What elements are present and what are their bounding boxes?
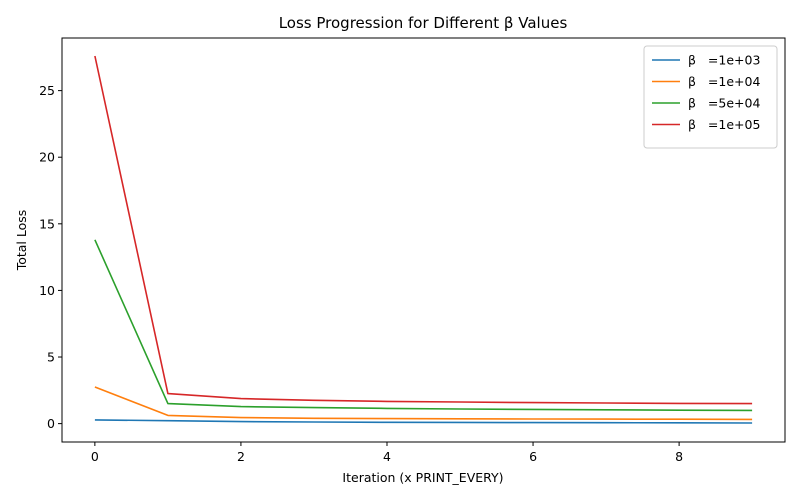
series-line-3 bbox=[94, 55, 753, 405]
x-tick-label-1: 2 bbox=[237, 449, 245, 464]
y-tick-label-3: 15 bbox=[39, 216, 55, 231]
x-axis-label: Iteration (x PRINT_EVERY) bbox=[342, 470, 503, 485]
y-tick-label-0: 0 bbox=[47, 416, 55, 431]
series-line-2 bbox=[94, 239, 753, 412]
legend-label-2: β =5e+04 bbox=[688, 96, 760, 111]
legend-label-0: β =1e+03 bbox=[688, 53, 760, 68]
legend: β =1e+03 β =1e+04 β =5e+04 β =1e+05 bbox=[643, 45, 778, 149]
y-tick-label-4: 20 bbox=[39, 150, 55, 165]
legend-box bbox=[643, 45, 778, 149]
series-line-0 bbox=[94, 419, 753, 424]
x-tick-label-0: 0 bbox=[91, 449, 99, 464]
y-axis-label: Total Loss bbox=[14, 210, 29, 272]
chart-title: Loss Progression for Different β Values bbox=[279, 14, 568, 32]
y-tick-label-5: 25 bbox=[39, 83, 55, 98]
series-line-1 bbox=[94, 386, 753, 421]
x-tick-label-2: 4 bbox=[383, 449, 391, 464]
plot-area bbox=[94, 55, 753, 424]
plot-frame bbox=[61, 37, 786, 443]
x-tick-label-4: 8 bbox=[675, 449, 683, 464]
legend-label-1: β =1e+04 bbox=[688, 74, 760, 89]
axis-ticks: 0 2 4 6 8 0 5 10 15 20 25 bbox=[39, 83, 683, 464]
x-tick-label-3: 6 bbox=[529, 449, 537, 464]
y-tick-label-2: 10 bbox=[39, 283, 55, 298]
y-tick-label-1: 5 bbox=[47, 350, 55, 365]
legend-label-3: β =1e+05 bbox=[688, 117, 760, 132]
